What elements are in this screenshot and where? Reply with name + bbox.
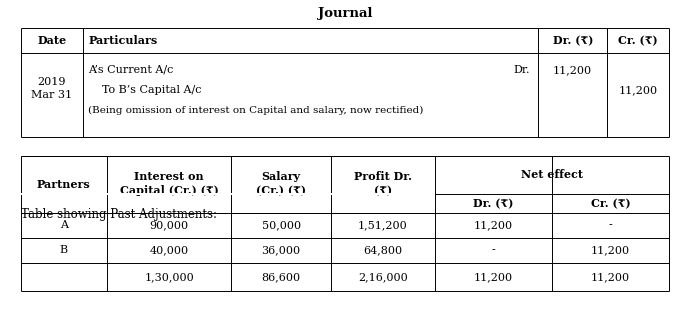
Text: Salary: Salary [262, 171, 301, 182]
Text: Profit Dr.: Profit Dr. [354, 171, 412, 182]
Text: Cr. (₹): Cr. (₹) [618, 35, 658, 46]
Text: 2019: 2019 [37, 77, 66, 87]
Text: Mar 31: Mar 31 [31, 90, 72, 100]
Text: Dr. (₹): Dr. (₹) [473, 198, 513, 209]
Text: Date: Date [37, 35, 66, 46]
Text: To B’s Capital A/c: To B’s Capital A/c [95, 85, 201, 95]
Text: 11,200: 11,200 [474, 220, 513, 230]
Text: (Being omission of interest on Capital and salary, now rectified): (Being omission of interest on Capital a… [88, 106, 424, 115]
Text: 11,200: 11,200 [474, 272, 513, 282]
Bar [21, 193, 434, 195]
Text: 2,16,000: 2,16,000 [358, 272, 408, 282]
Text: Cr. (₹): Cr. (₹) [591, 198, 631, 209]
Text: Partners: Partners [37, 179, 90, 190]
Text: Particulars: Particulars [88, 35, 157, 46]
Text: 11,200: 11,200 [591, 245, 630, 255]
Text: 40,000: 40,000 [150, 245, 188, 255]
Text: Journal: Journal [318, 7, 372, 21]
Text: 64,800: 64,800 [364, 245, 402, 255]
Text: Dr.: Dr. [513, 65, 530, 75]
Text: 11,200: 11,200 [553, 65, 592, 75]
Text: Capital (Cr.) (₹): Capital (Cr.) (₹) [119, 185, 219, 196]
Text: 1,51,200: 1,51,200 [358, 220, 408, 230]
Text: 90,000: 90,000 [150, 220, 188, 230]
Text: 11,200: 11,200 [591, 272, 630, 282]
Text: 11,200: 11,200 [619, 85, 658, 95]
Text: 1,30,000: 1,30,000 [144, 272, 194, 282]
Text: Dr. (₹): Dr. (₹) [553, 35, 593, 46]
Text: 50,000: 50,000 [262, 220, 301, 230]
Text: (₹): (₹) [374, 185, 392, 196]
Text: 86,600: 86,600 [262, 272, 301, 282]
Text: 36,000: 36,000 [262, 245, 301, 255]
Text: B: B [60, 245, 68, 255]
Text: Interest on: Interest on [135, 171, 204, 182]
Text: A: A [60, 220, 68, 230]
Text: A’s Current A/c: A’s Current A/c [88, 65, 174, 75]
Text: -: - [491, 245, 495, 255]
Text: Table showing Past Adjustments:: Table showing Past Adjustments: [21, 208, 217, 221]
Text: Net effect: Net effect [521, 169, 583, 180]
Text: -: - [609, 220, 613, 230]
Text: (Cr.) (₹): (Cr.) (₹) [256, 185, 306, 196]
